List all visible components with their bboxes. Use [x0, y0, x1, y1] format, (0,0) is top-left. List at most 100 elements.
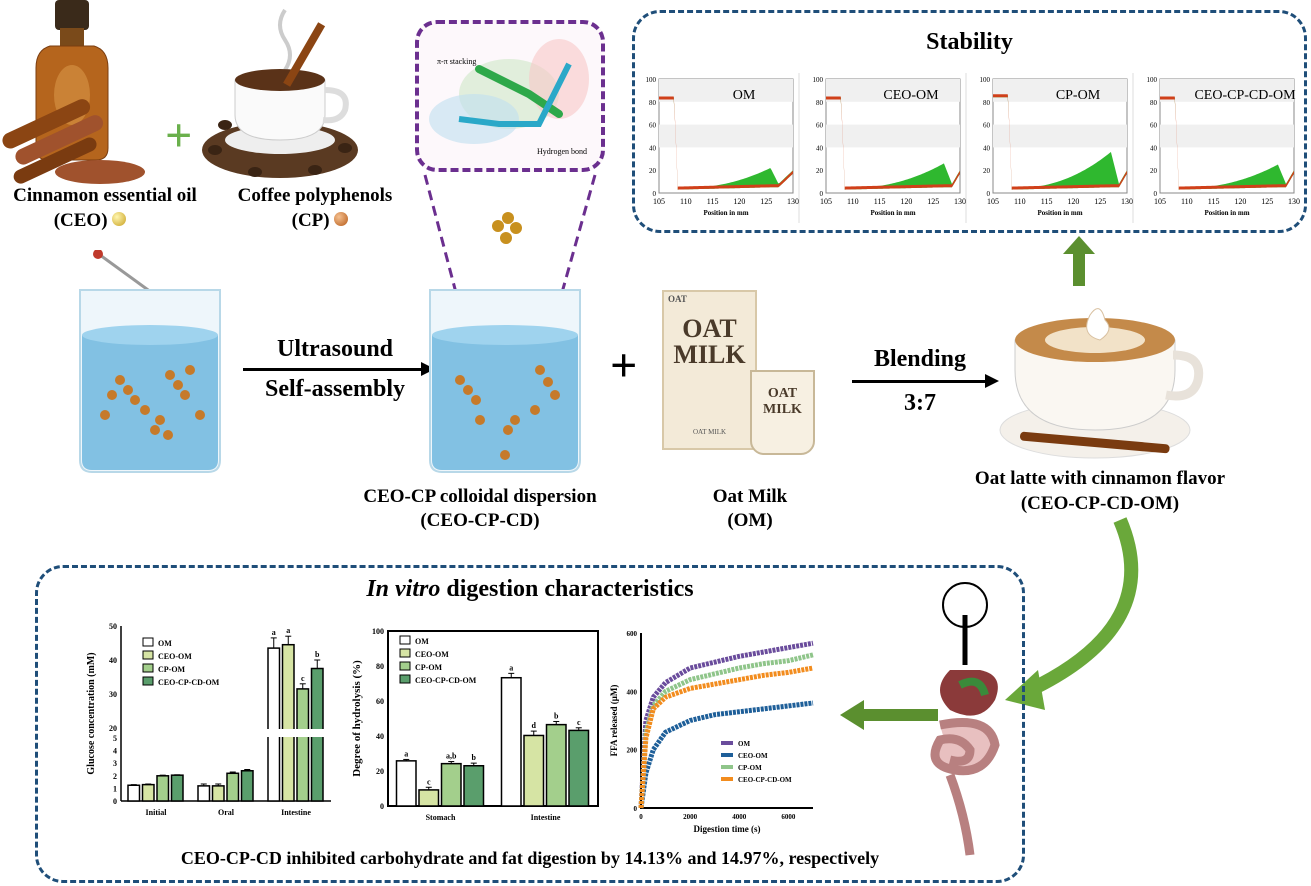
- oat-milk-carton: OAT OAT MILK OAT MILK: [662, 290, 757, 450]
- y-tick-label: 50: [109, 622, 117, 631]
- x-tick-label: 120: [733, 197, 745, 206]
- ratio-label: 3:7: [904, 390, 936, 416]
- significance-letter: a,b: [446, 752, 457, 761]
- x-tick-label: 0: [639, 813, 643, 821]
- x-axis-label: Position in mm: [1037, 209, 1082, 217]
- bar: [226, 772, 240, 802]
- carton-footer: OAT MILK: [692, 428, 727, 436]
- stability-chart-om: 0 20 40 60 80 100 105 110 115 120 125 130 Position i…: [646, 73, 800, 223]
- legend-label: CEO-OM: [738, 752, 768, 760]
- human-digestive-system-illustration: [930, 582, 1000, 856]
- y-axis-label: Degree of hydrolysis (%): [351, 660, 363, 777]
- y-tick-label: 80: [1150, 99, 1158, 107]
- y-tick-label: 20: [816, 167, 824, 175]
- legend-swatch: [399, 661, 411, 671]
- oat-milk-abbr: (OM): [727, 510, 773, 531]
- legend-label: CP-OM: [415, 663, 443, 672]
- grid-band: [659, 79, 793, 102]
- cp-abbr: (CP): [280, 210, 360, 232]
- x-tick-label: 130: [1288, 197, 1300, 206]
- y-tick-label: 5: [113, 734, 117, 743]
- bar: [296, 688, 310, 802]
- y-tick-label: 20: [376, 767, 384, 776]
- y-tick-label: 400: [627, 688, 638, 696]
- ceo-sphere-icon: [112, 212, 127, 226]
- y-tick-label: 0: [653, 190, 657, 198]
- significance-letter: a: [286, 626, 290, 635]
- bar: [463, 765, 485, 807]
- bar: [545, 723, 567, 807]
- y-tick-label: 40: [649, 144, 657, 152]
- x-tick-label: 115: [1208, 197, 1220, 206]
- x-axis-label: Position in mm: [870, 209, 915, 217]
- cup-text-line1: OAT: [767, 386, 798, 401]
- bar: [170, 774, 184, 802]
- transmission-profiles-green: [826, 97, 960, 190]
- plot-frame: [387, 630, 599, 807]
- series-line-ceo-cp-cd-om: [638, 665, 814, 809]
- x-tick-label: 120: [1067, 197, 1079, 206]
- grid-band: [1160, 124, 1294, 148]
- y-tick-label: 40: [983, 144, 991, 152]
- plus-sign-2: +: [610, 339, 638, 392]
- dispersion-label: CEO-CP colloidal dispersion: [363, 486, 597, 507]
- bar: [418, 789, 440, 807]
- carton-brand-line1: OAT: [682, 314, 737, 343]
- stability-title: Stability: [926, 29, 1013, 55]
- grid-band: [993, 79, 1127, 102]
- y-tick-label: 100: [646, 76, 657, 84]
- bar: [127, 784, 141, 802]
- y-tick-label: 0: [113, 797, 117, 806]
- significance-letter: a: [272, 628, 276, 637]
- y-tick-label: 3: [113, 759, 117, 768]
- x-tick-label: 125: [1261, 197, 1273, 206]
- grid-band: [826, 79, 960, 102]
- bar: [267, 647, 281, 802]
- grid-band: [993, 124, 1127, 148]
- y-tick-label: 80: [649, 99, 657, 107]
- y-tick-label: 600: [627, 630, 638, 638]
- y-tick-label: 20: [649, 167, 657, 175]
- legend-label: OM: [738, 740, 750, 748]
- y-tick-label: 40: [109, 656, 117, 665]
- y-tick-label: 100: [980, 76, 991, 84]
- legend-label: CEO-OM: [415, 650, 449, 659]
- x-tick-label: 115: [874, 197, 886, 206]
- significance-letter: b: [315, 650, 320, 659]
- blending-label: Blending: [873, 346, 967, 372]
- y-tick-label: 100: [1147, 76, 1158, 84]
- bar: [211, 785, 225, 802]
- significance-letter: d: [532, 721, 537, 730]
- stability-charts: 0 20 40 60 80 100 105 110 115 120 125 130 Position i…: [635, 73, 1304, 228]
- chart-title: CP-OM: [1056, 88, 1101, 103]
- molecular-docking-inset: π-π stacking Hydrogen bond: [415, 20, 605, 172]
- digestion-panel: In vitro digestion characteristics 0 1 2 3 4…: [35, 565, 1025, 883]
- molecule-structure: π-π stacking Hydrogen bond: [429, 39, 589, 156]
- x-tick-label: 110: [1014, 197, 1026, 206]
- significance-letter: b: [554, 711, 559, 720]
- x-axis-label: Position in mm: [1204, 209, 1249, 217]
- carton-small-text: OAT: [668, 294, 687, 304]
- legend-swatch: [142, 637, 154, 647]
- cinnamon-oil-illustration: [2, 0, 145, 184]
- x-tick-label: 115: [707, 197, 719, 206]
- grid-band: [659, 124, 793, 148]
- legend-label: CEO-CP-CD-OM: [738, 776, 792, 784]
- arrow-head-icon: [985, 374, 999, 388]
- significance-letter: b: [472, 753, 477, 762]
- bar: [141, 783, 155, 802]
- oat-latte-illustration: [999, 308, 1204, 459]
- y-tick-label: 100: [372, 627, 384, 636]
- y-tick-label: 2: [113, 772, 117, 781]
- significance-letter: a: [509, 663, 513, 672]
- x-tick-label: 130: [787, 197, 799, 206]
- chart-title: CEO-OM: [883, 88, 939, 103]
- x-tick-label: 130: [954, 197, 966, 206]
- y-tick-label: 40: [1150, 144, 1158, 152]
- y-tick-label: 0: [820, 190, 824, 198]
- y-tick-label: 40: [376, 732, 384, 741]
- legend-label: CEO-CP-CD-OM: [415, 676, 477, 685]
- y-tick-label: 4: [113, 747, 117, 756]
- y-tick-label: 80: [816, 99, 824, 107]
